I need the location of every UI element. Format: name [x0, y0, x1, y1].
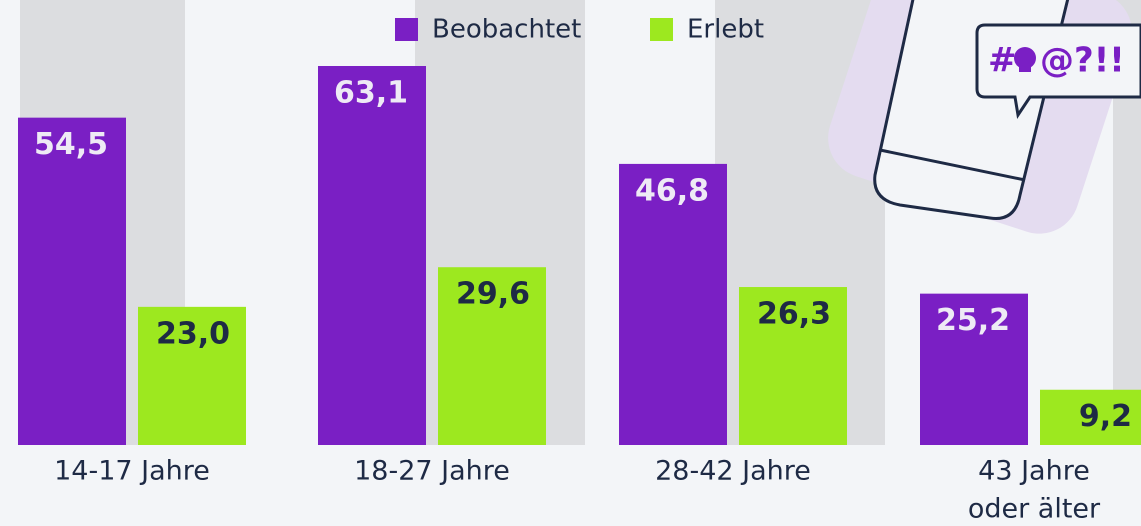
legend-swatch: [650, 18, 673, 41]
x-tick-label: 14-17 Jahre: [54, 456, 210, 487]
legend-label: Beobachtet: [432, 15, 581, 45]
value-label: 25,2: [936, 303, 1010, 338]
value-label: 63,1: [334, 76, 408, 111]
value-label: 9,2: [1079, 399, 1132, 434]
value-label: 26,3: [757, 297, 831, 332]
bar: [318, 66, 426, 445]
x-tick-label: 43 Jahre: [978, 456, 1090, 487]
value-label: 29,6: [456, 277, 530, 312]
x-tick-label: 18-27 Jahre: [354, 456, 510, 487]
value-label: 23,0: [156, 316, 230, 351]
x-tick-label: oder älter: [968, 494, 1101, 525]
x-tick-label: 28-42 Jahre: [655, 456, 811, 487]
value-label: 46,8: [635, 173, 709, 208]
bubble-text: #: [988, 41, 1017, 81]
legend-swatch: [395, 18, 418, 41]
skull-jaw: [1019, 64, 1031, 72]
bubble-text: @?!!: [1040, 41, 1125, 81]
chart: # @?!! 54,5 63,1 46,8 25,2 23,0 29,6 26,3 9,2 14…: [0, 0, 1141, 526]
value-label: 54,5: [34, 127, 108, 162]
legend-item: Erlebt: [650, 15, 764, 45]
bar: [18, 118, 126, 445]
legend-label: Erlebt: [687, 15, 764, 45]
